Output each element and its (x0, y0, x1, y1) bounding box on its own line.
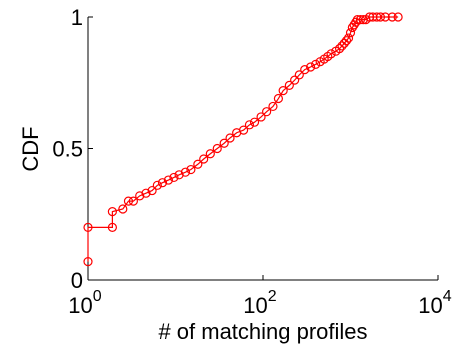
series-group (83, 12, 403, 267)
data-point (393, 12, 403, 22)
x-tick-label: 100 (68, 288, 101, 318)
data-point (193, 159, 203, 169)
data-point (306, 62, 316, 72)
data-point (375, 12, 386, 22)
data-point (380, 12, 390, 22)
x-ticks: 100 102 104 (68, 275, 452, 318)
data-point (334, 43, 345, 54)
x-axis-title: # of matching profiles (158, 319, 367, 344)
data-point (163, 175, 174, 185)
x-tick-exponent: 4 (443, 288, 452, 305)
data-point (107, 207, 117, 217)
data-point (345, 28, 356, 38)
x-tick-exponent: 2 (268, 288, 277, 305)
data-point (249, 117, 260, 127)
y-tick-label: 1 (71, 5, 83, 30)
x-tick-label: 104 (418, 288, 451, 318)
data-point (238, 125, 249, 135)
data-point (135, 191, 145, 201)
x-tick-base: 10 (243, 293, 267, 318)
data-point (205, 149, 215, 159)
data-point (212, 143, 222, 154)
data-point (128, 196, 138, 206)
data-point (343, 33, 354, 43)
y-tick-label: 0 (71, 268, 83, 293)
data-point (358, 15, 368, 25)
data-point (290, 75, 300, 85)
x-tick-base: 10 (68, 293, 92, 318)
data-point (199, 154, 209, 164)
data-point (273, 93, 284, 104)
data-point (180, 167, 191, 177)
data-point (83, 256, 93, 267)
data-point (107, 222, 117, 232)
data-point (341, 36, 352, 46)
data-point (174, 170, 184, 180)
data-point (294, 70, 304, 80)
data-point (278, 86, 288, 96)
data-point (157, 178, 168, 188)
y-tick-label: 0.5 (52, 137, 83, 162)
data-point (123, 196, 134, 206)
data-point (300, 64, 310, 75)
data-point (326, 49, 336, 59)
data-point (387, 12, 397, 22)
data-point (337, 41, 347, 51)
data-point (186, 164, 196, 175)
data-point (141, 188, 151, 198)
data-point (256, 112, 266, 122)
data-point (118, 204, 128, 214)
y-axis-title: CDF (18, 126, 43, 171)
data-point (169, 172, 179, 183)
data-point (225, 133, 235, 143)
data-point (219, 138, 229, 148)
data-point (83, 222, 93, 232)
data-point (364, 12, 375, 22)
x-tick-base: 10 (418, 293, 442, 318)
data-point (262, 107, 272, 117)
data-point (152, 180, 162, 190)
data-point (311, 59, 321, 69)
x-tick-exponent: 0 (93, 288, 102, 305)
x-tick-label: 102 (243, 288, 276, 318)
y-ticks: 00.51 (52, 5, 93, 293)
data-point (284, 80, 294, 90)
data-point (268, 101, 278, 112)
data-point (147, 185, 157, 196)
data-point (355, 15, 366, 25)
data-point (244, 120, 255, 130)
